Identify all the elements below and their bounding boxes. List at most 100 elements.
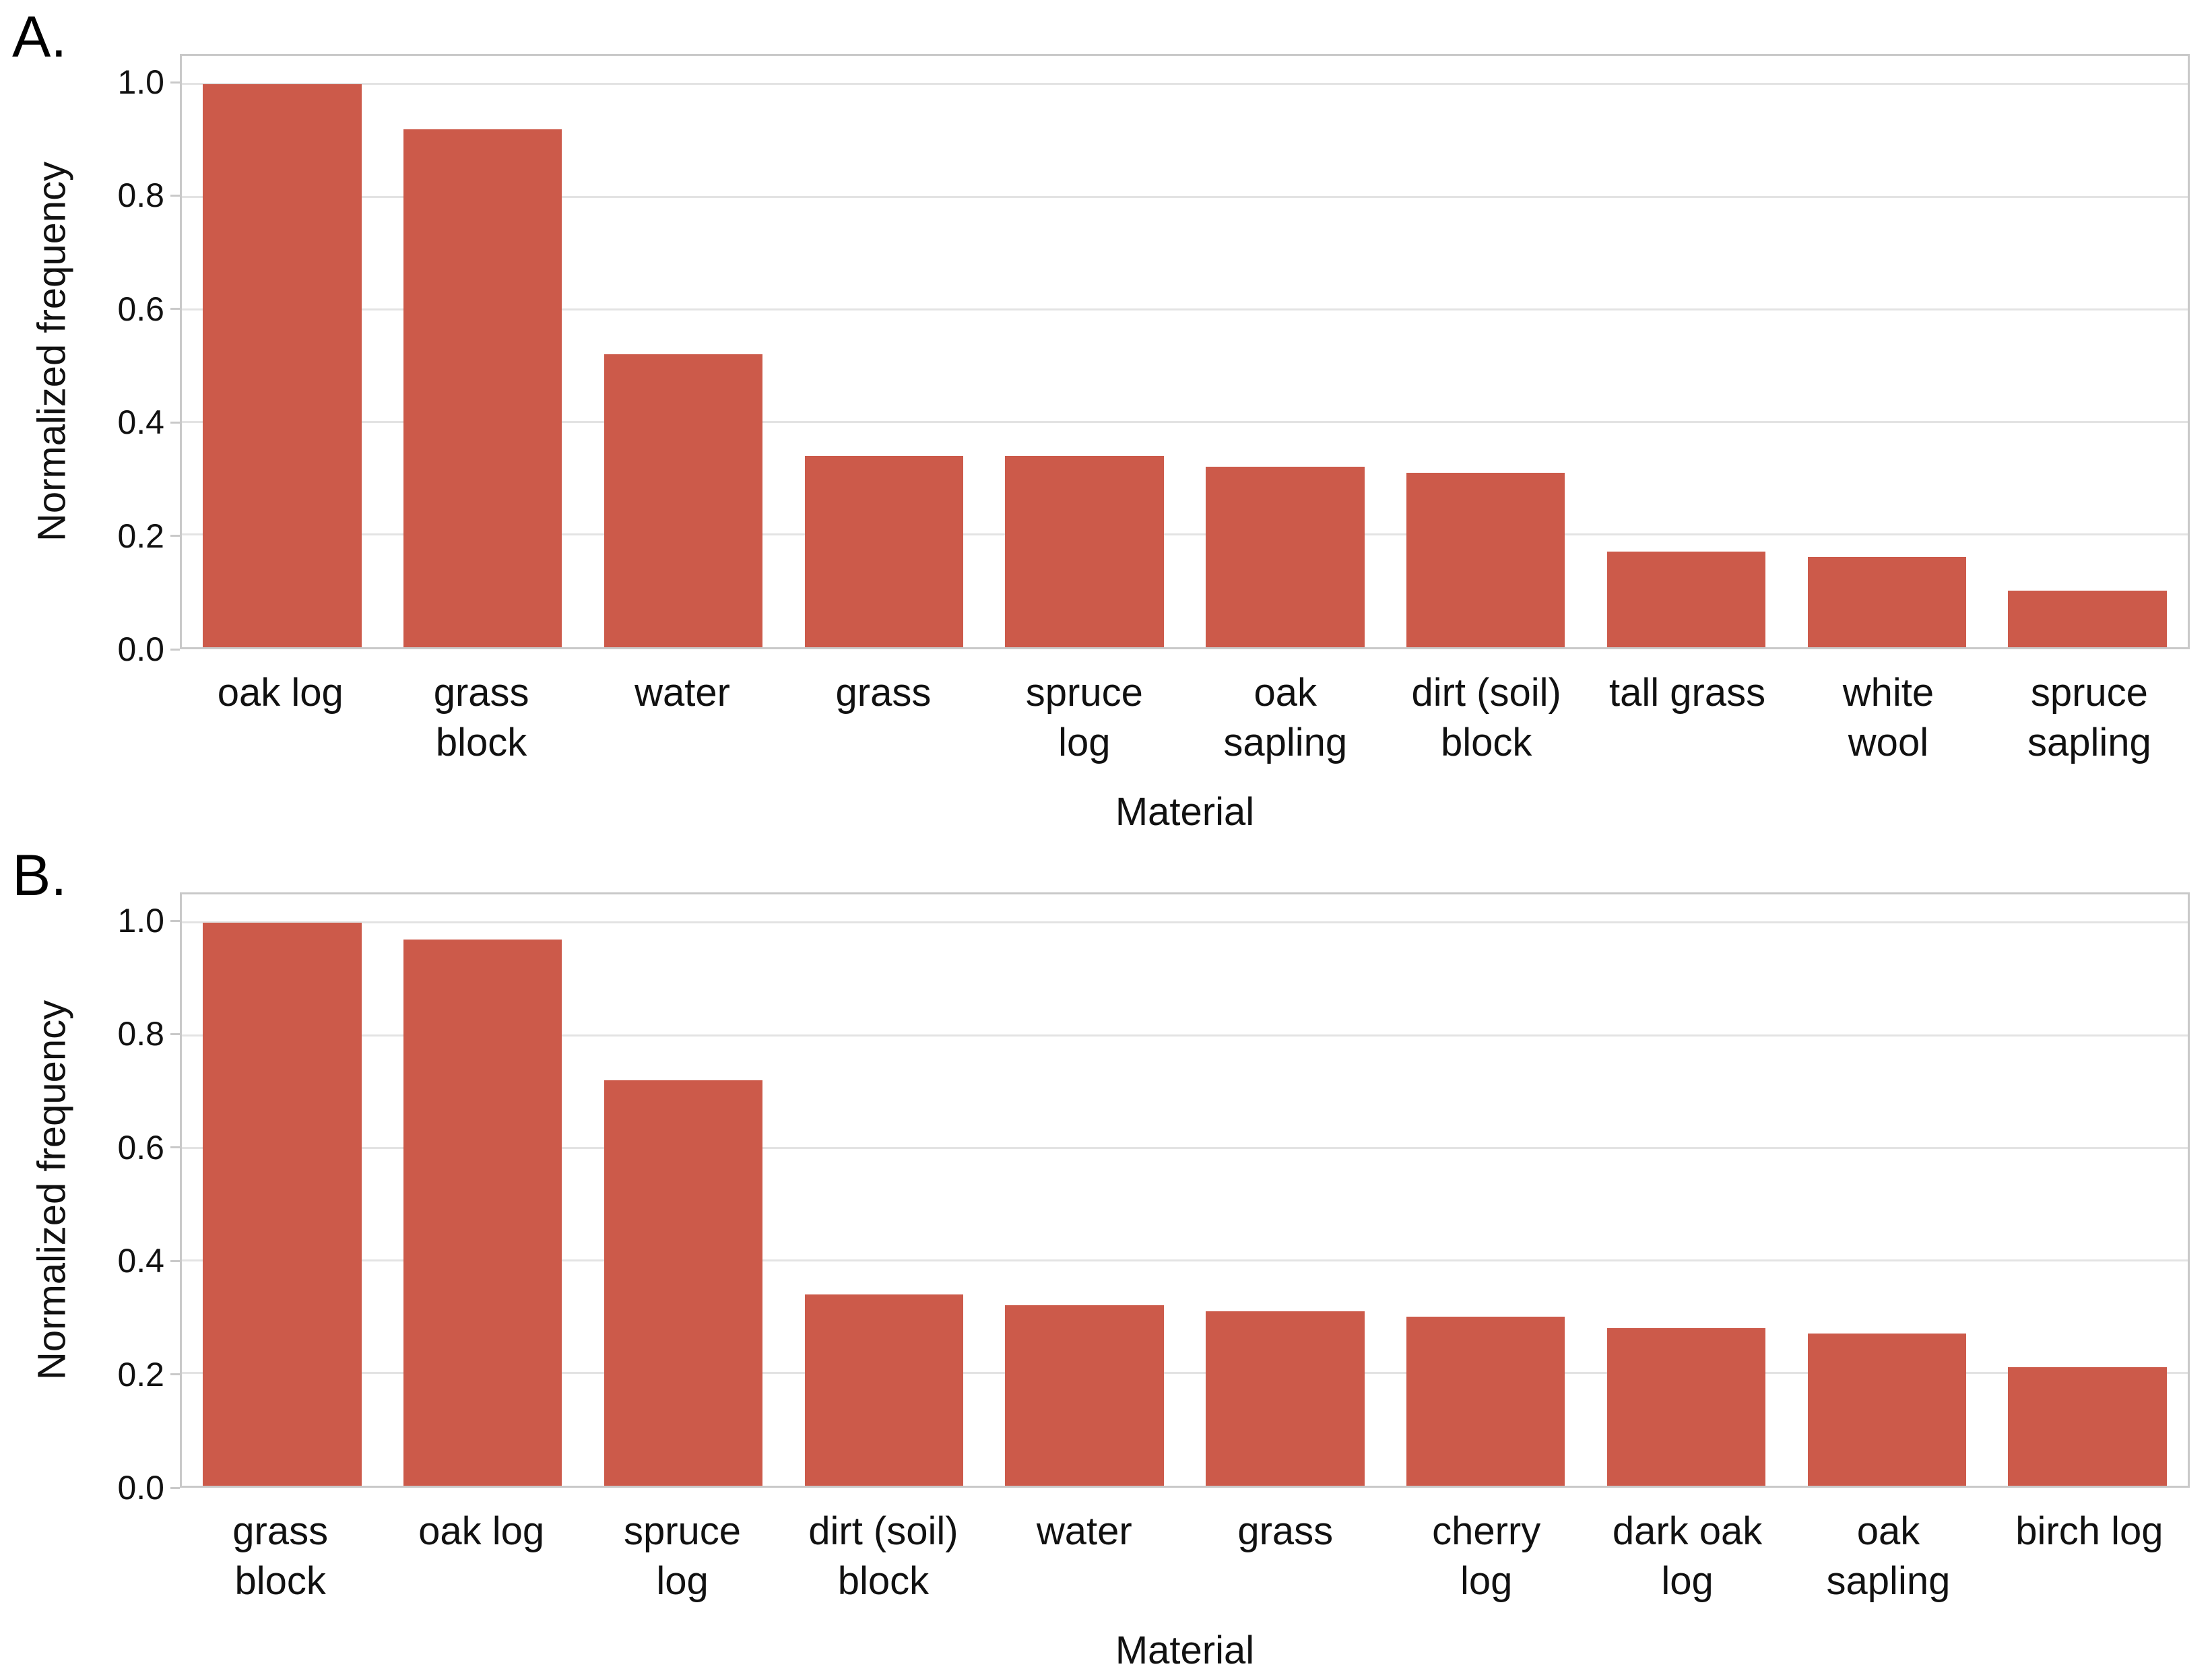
bar-cherry-log [1406,1317,1565,1486]
x-category-line: grass [232,1509,329,1553]
x-category-line: cherry [1432,1509,1541,1553]
x-category-line: spruce [1025,671,1143,715]
gridline-0.4 [182,1259,2188,1262]
bar-slot-grass [783,56,984,647]
bar-slot-grass [1185,894,1386,1486]
x-category-line: oak log [418,1509,545,1553]
gridline-0.8 [182,1034,2188,1037]
x-category-line: sapling [1826,1558,1951,1603]
x-axis-labels: oak log grass block water grass spruce log oak s… [180,668,2190,767]
bar-slot-spruce-log [984,56,1185,647]
x-category-label-spruce-sapling: spruce sapling [1989,668,2190,767]
bar-tall-grass [1606,551,1766,647]
y-tick-1.0: 1.0 [117,65,180,99]
x-category-line: white [1842,671,1934,715]
bar-dirt-soil-block [1406,472,1565,647]
bar-grass [1206,1311,1365,1486]
bar-grass [804,455,963,647]
y-tick-0.0: 0.0 [117,1471,180,1505]
bar-spruce-log [1005,455,1164,647]
x-category-line: sapling [2027,720,2151,764]
y-tick-mark [170,1032,180,1035]
y-tick-0.6: 0.6 [117,1131,180,1164]
y-tick-label: 0.2 [117,517,164,555]
x-category-line: grass [433,671,529,715]
x-category-line: oak [1856,1509,1920,1553]
bar-water [1005,1305,1164,1486]
x-category-line: grass [1237,1509,1334,1553]
x-category-line: dark oak [1612,1509,1763,1553]
x-category-line: spruce [2030,671,2148,715]
x-category-label-oak-log: oak log [381,1507,581,1606]
x-category-line: birch log [2015,1509,2164,1553]
bar-birch-log [2008,1367,2167,1486]
bar-oak-log [203,84,362,647]
x-axis-title: Material [1115,1629,1255,1672]
bar-slot-spruce-log [583,894,784,1486]
x-category-line: oak [1254,671,1317,715]
x-category-label-spruce-log: spruce log [582,1507,783,1606]
y-tick-0.6: 0.6 [117,292,180,326]
y-tick-0.4: 0.4 [117,405,180,439]
y-tick-mark [170,308,180,310]
x-category-label-tall-grass: tall grass [1587,668,1788,767]
y-tick-label: 0.6 [117,1128,164,1166]
gridlines [182,56,2188,647]
bar-slot-grass-block [383,56,583,647]
gridline-1.0 [182,921,2188,924]
x-category-line: water [1036,1509,1132,1553]
panel-a: A. Normalized frequency 0.0 0.2 0.4 0.6 0.8 1… [0,0,2212,838]
x-category-line: dirt (soil) [1411,671,1561,715]
y-axis: 0.0 0.2 0.4 0.6 0.8 1.0 [0,892,180,1505]
panel-b: B. Normalized frequency 0.0 0.2 0.4 0.6 0.8 1… [0,838,2212,1677]
x-category-label-oak-sapling: oak sapling [1185,668,1386,767]
x-category-label-white-wool: white wool [1788,668,1988,767]
x-category-line: block [1440,720,1532,764]
x-category-label-water: water [984,1507,1185,1606]
y-tick-mark [170,919,180,922]
x-category-line: block [234,1558,326,1603]
y-tick-label: 0.2 [117,1355,164,1393]
x-category-label-grass-block: grass block [180,1507,381,1606]
bar-spruce-sapling [2008,591,2167,647]
bar-oak-sapling [1206,467,1365,647]
x-category-line: sapling [1223,720,1348,764]
bar-slot-cherry-log [1386,894,1586,1486]
gridlines [182,894,2188,1486]
x-category-label-dark-oak-log: dark oak log [1587,1507,1788,1606]
bar-slot-dirt-soil-block [783,894,984,1486]
x-category-line: block [435,720,527,764]
bar-grass-block [403,129,562,647]
bar-oak-sapling [1807,1334,1966,1486]
bar-slot-water [984,894,1185,1486]
y-tick-0.0: 0.0 [117,632,180,666]
x-category-line: spruce [623,1509,742,1553]
x-category-label-oak-log: oak log [180,668,381,767]
bar-oak-log [403,939,562,1486]
x-category-line: wool [1848,720,1929,764]
y-tick-label: 0.8 [117,176,164,215]
bar-slot-grass-block [182,894,383,1486]
bars [182,56,2188,647]
y-tick-mark [170,421,180,424]
y-tick-label: 1.0 [117,63,164,102]
x-category-line: water [635,671,730,715]
gridline-0.2 [182,1372,2188,1375]
y-tick-0.2: 0.2 [117,1358,180,1391]
y-tick-label: 0.0 [117,630,164,668]
x-category-label-grass: grass [1185,1507,1386,1606]
x-category-line: grass [835,671,932,715]
x-category-line: block [837,1558,930,1603]
gridline-1.0 [182,83,2188,86]
x-category-label-cherry-log: cherry log [1386,1507,1586,1606]
bars [182,894,2188,1486]
bar-slot-water [583,56,784,647]
gridline-0.4 [182,421,2188,424]
bar-slot-tall-grass [1586,56,1787,647]
bar-dirt-soil-block [804,1294,963,1486]
y-tick-label: 0.4 [117,403,164,442]
x-category-line: oak log [217,671,344,715]
x-category-line: log [1661,1558,1714,1603]
y-tick-mark [170,1486,180,1489]
